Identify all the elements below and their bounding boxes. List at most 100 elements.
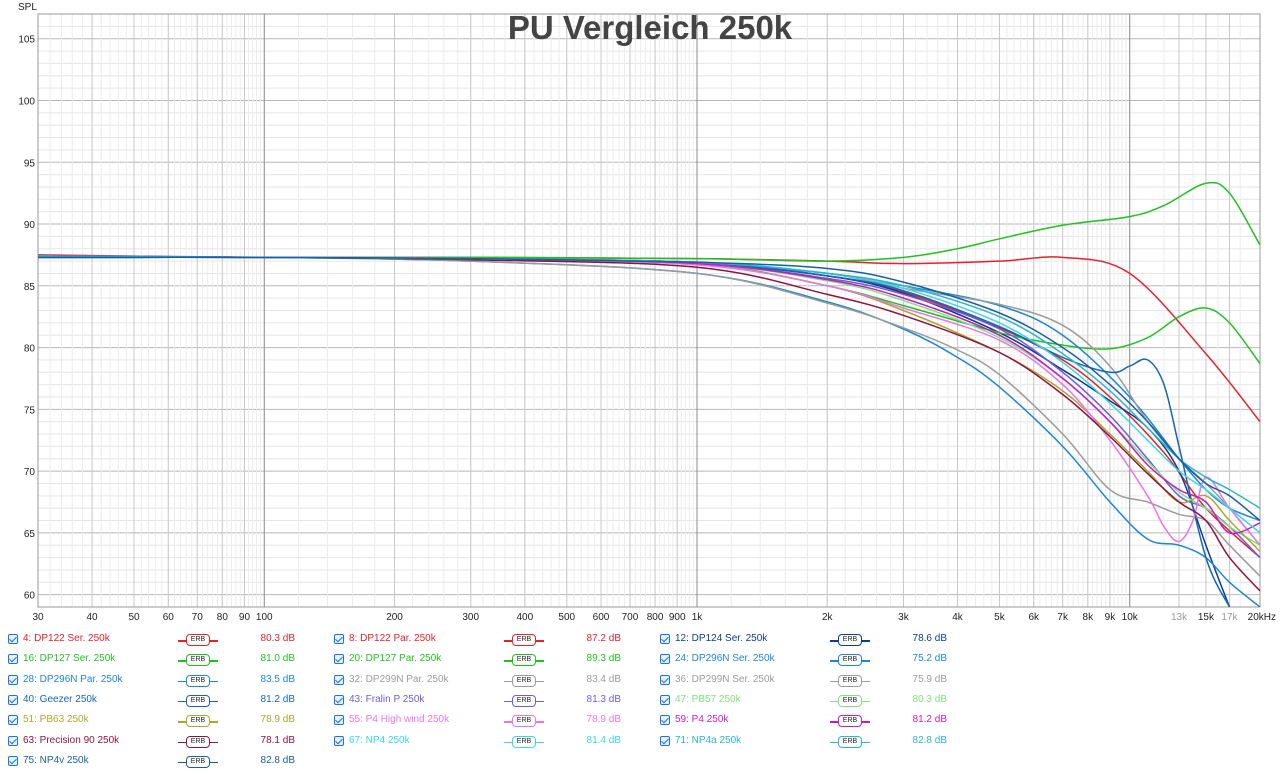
x-tick-label: 6k <box>1028 612 1040 623</box>
legend-item: 32: DP299N Par. 250k ERB 83.4 dB <box>334 672 634 692</box>
x-tick-label: 200 <box>386 612 403 623</box>
erb-smoothing-button[interactable]: ERB <box>178 652 218 668</box>
x-tick-label: 30 <box>32 612 44 623</box>
x-tick-label: 90 <box>239 612 251 623</box>
legend-series-name: 63: Precision 90 250k <box>23 734 120 746</box>
erb-tag: ERB <box>186 735 210 748</box>
erb-smoothing-button[interactable]: ERB <box>178 693 218 709</box>
erb-tag: ERB <box>838 674 862 687</box>
series-checkbox[interactable] <box>660 735 670 746</box>
x-tick-label: 900 <box>669 612 686 623</box>
erb-tag: ERB <box>838 654 862 667</box>
erb-smoothing-button[interactable]: ERB <box>504 713 544 729</box>
legend-series-name: 4: DP122 Ser. 250k <box>23 633 110 644</box>
legend-series-name: 8: DP122 Par. 250k <box>349 633 436 644</box>
x-tick-label: 400 <box>516 612 533 623</box>
x-tick-label: 4k <box>952 612 964 623</box>
y-axis-ticks: 60 65 70 75 80 85 90 95 100 105 <box>18 35 35 602</box>
x-tick-label: 13k <box>1171 612 1188 623</box>
legend-series-name: 28: DP296N Par. 250k <box>23 673 123 685</box>
series-checkbox[interactable] <box>334 735 344 746</box>
erb-tag: ERB <box>838 634 862 646</box>
erb-smoothing-button[interactable]: ERB <box>178 673 218 689</box>
legend-series-value: 87.2 dB <box>586 633 621 644</box>
legend-series-value: 78.6 dB <box>912 633 947 644</box>
x-tick-label: 3k <box>898 612 910 623</box>
series-checkbox[interactable] <box>660 694 670 705</box>
series-checkbox[interactable] <box>334 674 344 685</box>
y-tick-label: 90 <box>24 220 36 231</box>
erb-tag: ERB <box>512 694 536 707</box>
series-checkbox[interactable] <box>8 634 18 644</box>
series-checkbox[interactable] <box>660 654 670 665</box>
legend-series-name: 36: DP299N Ser. 250k <box>675 673 775 685</box>
erb-tag: ERB <box>186 654 210 667</box>
erb-smoothing-button[interactable]: ERB <box>830 734 870 750</box>
series-checkbox[interactable] <box>660 715 670 726</box>
legend-series-value: 81.2 dB <box>260 693 295 705</box>
y-tick-label: 70 <box>24 467 36 478</box>
series-checkbox[interactable] <box>660 674 670 685</box>
erb-smoothing-button[interactable]: ERB <box>830 652 870 668</box>
legend-series-name: 47: PB57 250k <box>675 693 741 705</box>
erb-tag: ERB <box>838 694 862 707</box>
erb-smoothing-button[interactable]: ERB <box>178 754 218 770</box>
x-tick-label: 8k <box>1083 612 1095 623</box>
series-checkbox[interactable] <box>8 755 18 766</box>
plot-border <box>37 13 1261 608</box>
erb-smoothing-button[interactable]: ERB <box>830 632 870 648</box>
erb-smoothing-button[interactable]: ERB <box>830 673 870 689</box>
legend-series-name: 40: Geezer 250k <box>23 693 97 705</box>
legend-series-name: 55: P4 High wind 250k <box>349 714 450 726</box>
x-axis-ticks: 30 40 50 60 70 80 90 100 200 300 400 500 600 700 800 90… <box>32 612 1276 623</box>
series-checkbox[interactable] <box>334 634 344 644</box>
erb-smoothing-button[interactable]: ERB <box>830 693 870 709</box>
erb-smoothing-button[interactable]: ERB <box>830 713 870 729</box>
x-tick-label: 17k <box>1221 612 1238 623</box>
erb-smoothing-button[interactable]: ERB <box>504 673 544 689</box>
x-tick-label: 9k <box>1105 612 1117 623</box>
series-checkbox[interactable] <box>8 735 18 746</box>
x-tick-label: 80 <box>217 612 229 623</box>
legend-item: 51: PB63 250k ERB 78.9 dB <box>8 712 308 732</box>
erb-tag: ERB <box>512 634 536 646</box>
x-tick-label: 2k <box>822 612 834 623</box>
x-tick-label: 1k <box>692 612 704 623</box>
x-tick-label: 100 <box>256 612 273 623</box>
legend-series-name: 43: Fralin P 250k <box>349 693 425 705</box>
series-line-19 <box>38 256 1260 522</box>
x-tick-label: 7k <box>1057 612 1069 623</box>
erb-tag: ERB <box>186 674 210 687</box>
erb-smoothing-button[interactable]: ERB <box>178 734 218 750</box>
legend-item: 75: NP4v 250k ERB 82.8 dB <box>8 753 308 773</box>
legend-series-name: 75: NP4v 250k <box>23 754 89 766</box>
legend-series-value: 75.2 dB <box>912 653 947 665</box>
erb-smoothing-button[interactable]: ERB <box>504 632 544 648</box>
legend-item: 67: NP4 250k ERB 81.4 dB <box>334 733 634 753</box>
legend-series-value: 80.3 dB <box>912 693 947 705</box>
legend-series-value: 81.4 dB <box>586 734 621 746</box>
erb-smoothing-button[interactable]: ERB <box>504 693 544 709</box>
erb-tag: ERB <box>838 715 862 728</box>
legend-item: 8: DP122 Par. 250k ERB 87.2 dB <box>334 631 634 651</box>
series-checkbox[interactable] <box>334 694 344 705</box>
series-checkbox[interactable] <box>334 715 344 726</box>
x-tick-label: 15k <box>1198 612 1215 623</box>
series-checkbox[interactable] <box>8 694 18 705</box>
erb-smoothing-button[interactable]: ERB <box>178 632 218 648</box>
legend-item: 12: DP124 Ser. 250k ERB 78.6 dB <box>660 631 960 651</box>
series-checkbox[interactable] <box>8 674 18 685</box>
legend-series-name: 32: DP299N Par. 250k <box>349 673 449 685</box>
series-checkbox[interactable] <box>660 634 670 644</box>
erb-tag: ERB <box>838 735 862 748</box>
series-checkbox[interactable] <box>8 715 18 726</box>
legend-item: 28: DP296N Par. 250k ERB 83.5 dB <box>8 672 308 692</box>
series-checkbox[interactable] <box>8 654 18 665</box>
x-tick-label: 20kHz <box>1248 612 1276 623</box>
erb-smoothing-button[interactable]: ERB <box>504 652 544 668</box>
erb-smoothing-button[interactable]: ERB <box>504 734 544 750</box>
erb-smoothing-button[interactable]: ERB <box>178 713 218 729</box>
erb-tag: ERB <box>186 715 210 728</box>
legend-series-value: 75.9 dB <box>912 673 947 685</box>
series-checkbox[interactable] <box>334 654 344 665</box>
